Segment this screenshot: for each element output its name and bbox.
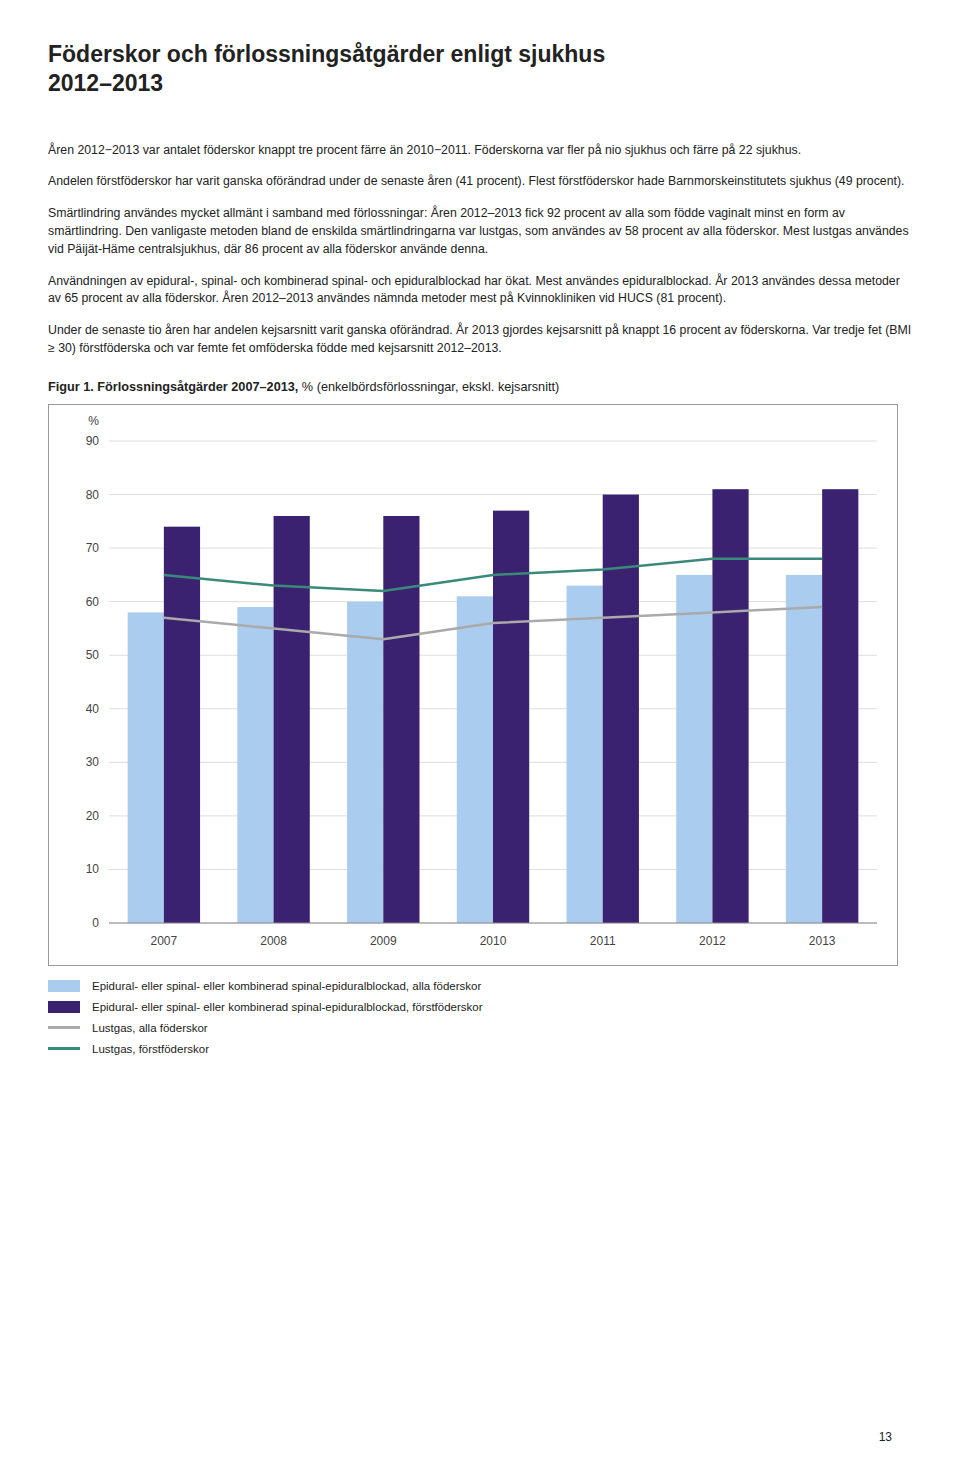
y-tick-label: 40 [86, 702, 100, 716]
legend-swatch [48, 1022, 80, 1034]
y-tick-label: 20 [86, 809, 100, 823]
legend: Epidural- eller spinal- eller kombinerad… [48, 980, 912, 1055]
bar [676, 575, 712, 923]
legend-label: Lustgas, alla föderskor [92, 1022, 208, 1034]
paragraph: Användningen av epidural-, spinal- och k… [48, 273, 912, 309]
chart-title: Figur 1. Förlossningsåtgärder 2007–2013, [48, 380, 298, 394]
chart-subtitle: % (enkelbördsförlossningar, ekskl. kejsa… [302, 380, 559, 394]
body-text: Åren 2012−2013 var antalet föderskor kna… [48, 142, 912, 358]
y-tick-label: 90 [86, 434, 100, 448]
bar [274, 516, 310, 923]
bar [822, 489, 858, 923]
bar [128, 612, 164, 923]
legend-line [48, 1047, 80, 1050]
plot-area [128, 489, 859, 923]
x-tick-label: 2013 [809, 934, 836, 948]
caption: Figur 1. Förlossningsåtgärder 2007–2013,… [48, 380, 912, 394]
y-axis-label: % [88, 414, 99, 428]
legend-item: Epidural- eller spinal- eller kombinerad… [48, 1001, 912, 1013]
legend-label: Epidural- eller spinal- eller kombinerad… [92, 980, 481, 992]
legend-label: Lustgas, förstföderskor [92, 1043, 209, 1055]
bar [457, 596, 493, 923]
x-tick-label: 2007 [151, 934, 178, 948]
x-tick-label: 2011 [590, 934, 616, 948]
y-tick-label: 80 [86, 488, 100, 502]
bar [347, 602, 383, 923]
x-tick-label: 2010 [480, 934, 507, 948]
grid-line [109, 440, 877, 441]
legend-item: Lustgas, alla föderskor [48, 1022, 912, 1034]
line [164, 607, 822, 639]
x-tick-label: 2009 [370, 934, 397, 948]
x-tick-label: 2008 [260, 934, 287, 948]
chart-box: 0 10 20 30 40 50 60 70 80 90% 2007 2008 2009 2010 2011… [48, 404, 898, 966]
paragraph: Andelen förstföderskor har varit ganska … [48, 173, 912, 191]
grid-line [109, 922, 877, 923]
y-tick-label: 60 [86, 595, 100, 609]
y-tick-label: 10 [86, 862, 100, 876]
grid [109, 441, 877, 923]
page-number: 13 [879, 1430, 892, 1444]
paragraph: Under de senaste tio åren har andelen ke… [48, 322, 912, 358]
y-tick-label: 30 [86, 755, 100, 769]
legend-swatch [48, 1043, 80, 1055]
grid-line [109, 494, 877, 495]
paragraph: Smärtlindring användes mycket allmänt i … [48, 205, 912, 258]
legend-swatch [48, 1001, 80, 1013]
legend-item: Epidural- eller spinal- eller kombinerad… [48, 980, 912, 992]
page-body: Föderskor och förlossningsåtgärder enlig… [48, 40, 912, 1055]
chart: 0 10 20 30 40 50 60 70 80 90% 2007 2008 2009 2010 2011… [49, 405, 897, 965]
bar [786, 575, 822, 923]
x-axis-line [109, 922, 877, 923]
bar [164, 527, 200, 923]
bar [237, 607, 273, 923]
bar [567, 586, 603, 923]
line [164, 559, 822, 591]
y-tick-label: 50 [86, 648, 100, 662]
heading: 2012–2013 [48, 69, 912, 98]
page: {"heading": ["Föderskor och förlossnings… [0, 0, 960, 1470]
legend-line [48, 1026, 80, 1029]
bar [603, 495, 639, 923]
y-tick-label: 70 [86, 541, 100, 555]
legend-item: Lustgas, förstföderskor [48, 1043, 912, 1055]
paragraph: Åren 2012−2013 var antalet föderskor kna… [48, 142, 912, 160]
x-tick-label: 2012 [699, 934, 726, 948]
bar [383, 516, 419, 923]
legend-label: Epidural- eller spinal- eller kombinerad… [92, 1001, 483, 1013]
y-tick-label: 0 [92, 916, 99, 930]
legend-swatch [48, 980, 80, 992]
heading: Föderskor och förlossningsåtgärder enlig… [48, 40, 912, 69]
bar [712, 489, 748, 923]
